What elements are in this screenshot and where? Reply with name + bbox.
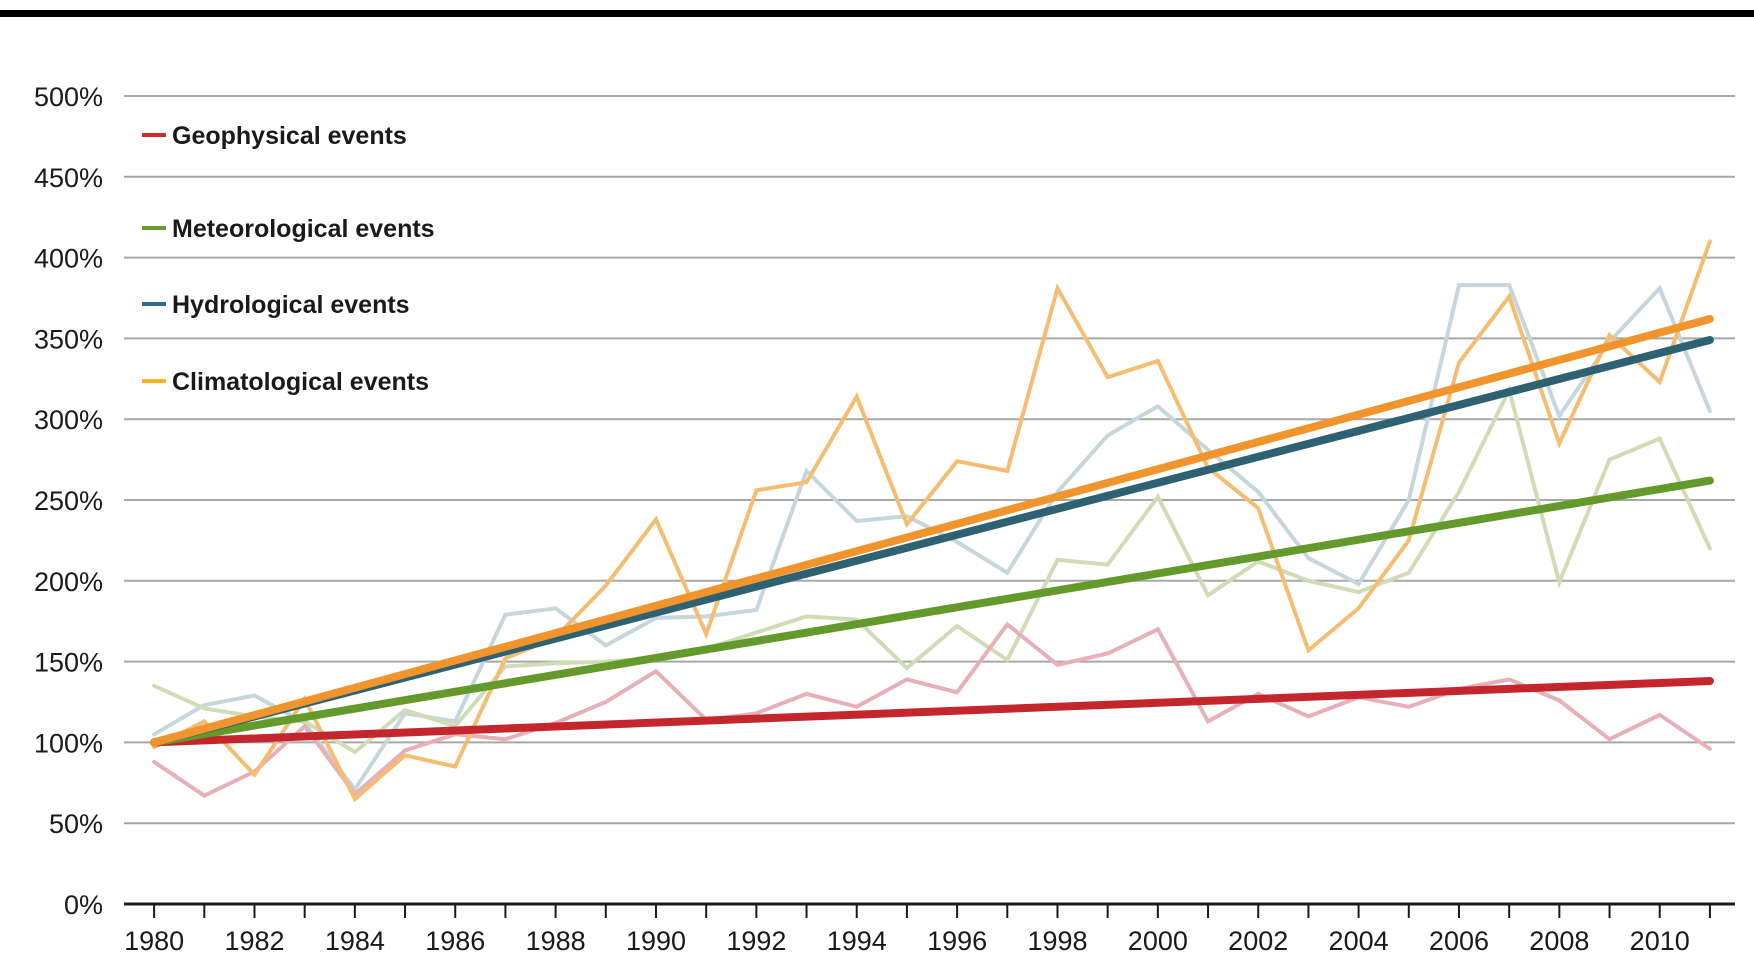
x-tick-label: 1998	[1027, 926, 1087, 956]
y-axis-tick-labels: 0% 50% 100% 150% 200% 250% 300% 350% 400% 450% 500…	[34, 82, 103, 920]
y-tick-label: 450%	[34, 163, 103, 193]
y-tick-label: 500%	[34, 82, 103, 112]
y-tick-label: 0%	[64, 890, 103, 920]
x-tick-label: 1990	[626, 926, 686, 956]
series-line-meteorological-events	[152, 384, 1712, 755]
y-tick-label: 250%	[34, 486, 103, 516]
y-tick-label: 50%	[49, 809, 103, 839]
legend-label: Geophysical events	[172, 122, 407, 150]
x-tick-label: 2002	[1228, 926, 1288, 956]
x-tick-label: 1996	[927, 926, 987, 956]
x-tick-label: 1986	[425, 926, 485, 956]
trend-lines	[150, 315, 1714, 747]
y-tick-label: 100%	[34, 728, 103, 758]
legend-label: Climatological events	[172, 368, 429, 396]
x-tick-label: 2010	[1630, 926, 1690, 956]
y-tick-label: 400%	[34, 244, 103, 274]
trend-line-meteorological-events	[150, 476, 1714, 747]
gridlines	[124, 95, 1735, 825]
x-axis	[124, 902, 1735, 918]
x-tick-label: 2004	[1329, 926, 1389, 956]
top-rule	[0, 10, 1754, 17]
y-tick-label: 300%	[34, 405, 103, 435]
x-axis-tick-labels: 1980 1982 1984 1986 1988 1990 1992 1994 1996 1998…	[124, 926, 1690, 956]
x-tick-label: 1994	[827, 926, 887, 956]
x-tick-label: 1992	[726, 926, 786, 956]
x-tick-label: 2008	[1529, 926, 1589, 956]
trend-line-climatological-events	[150, 315, 1714, 747]
legend: Geophysical events Meteorological events H…	[142, 122, 435, 396]
x-tick-label: 1988	[526, 926, 586, 956]
x-tick-label: 1984	[325, 926, 385, 956]
x-tick-label: 1980	[124, 926, 184, 956]
trend-line-geophysical-events	[150, 676, 1714, 747]
x-tick-label: 1982	[224, 926, 284, 956]
y-tick-label: 150%	[34, 648, 103, 678]
y-tick-label: 200%	[34, 567, 103, 597]
x-tick-label: 2006	[1429, 926, 1489, 956]
x-tick-label: 2000	[1128, 926, 1188, 956]
y-tick-label: 350%	[34, 324, 103, 354]
legend-label: Hydrological events	[172, 291, 410, 319]
legend-label: Meteorological events	[172, 215, 435, 243]
